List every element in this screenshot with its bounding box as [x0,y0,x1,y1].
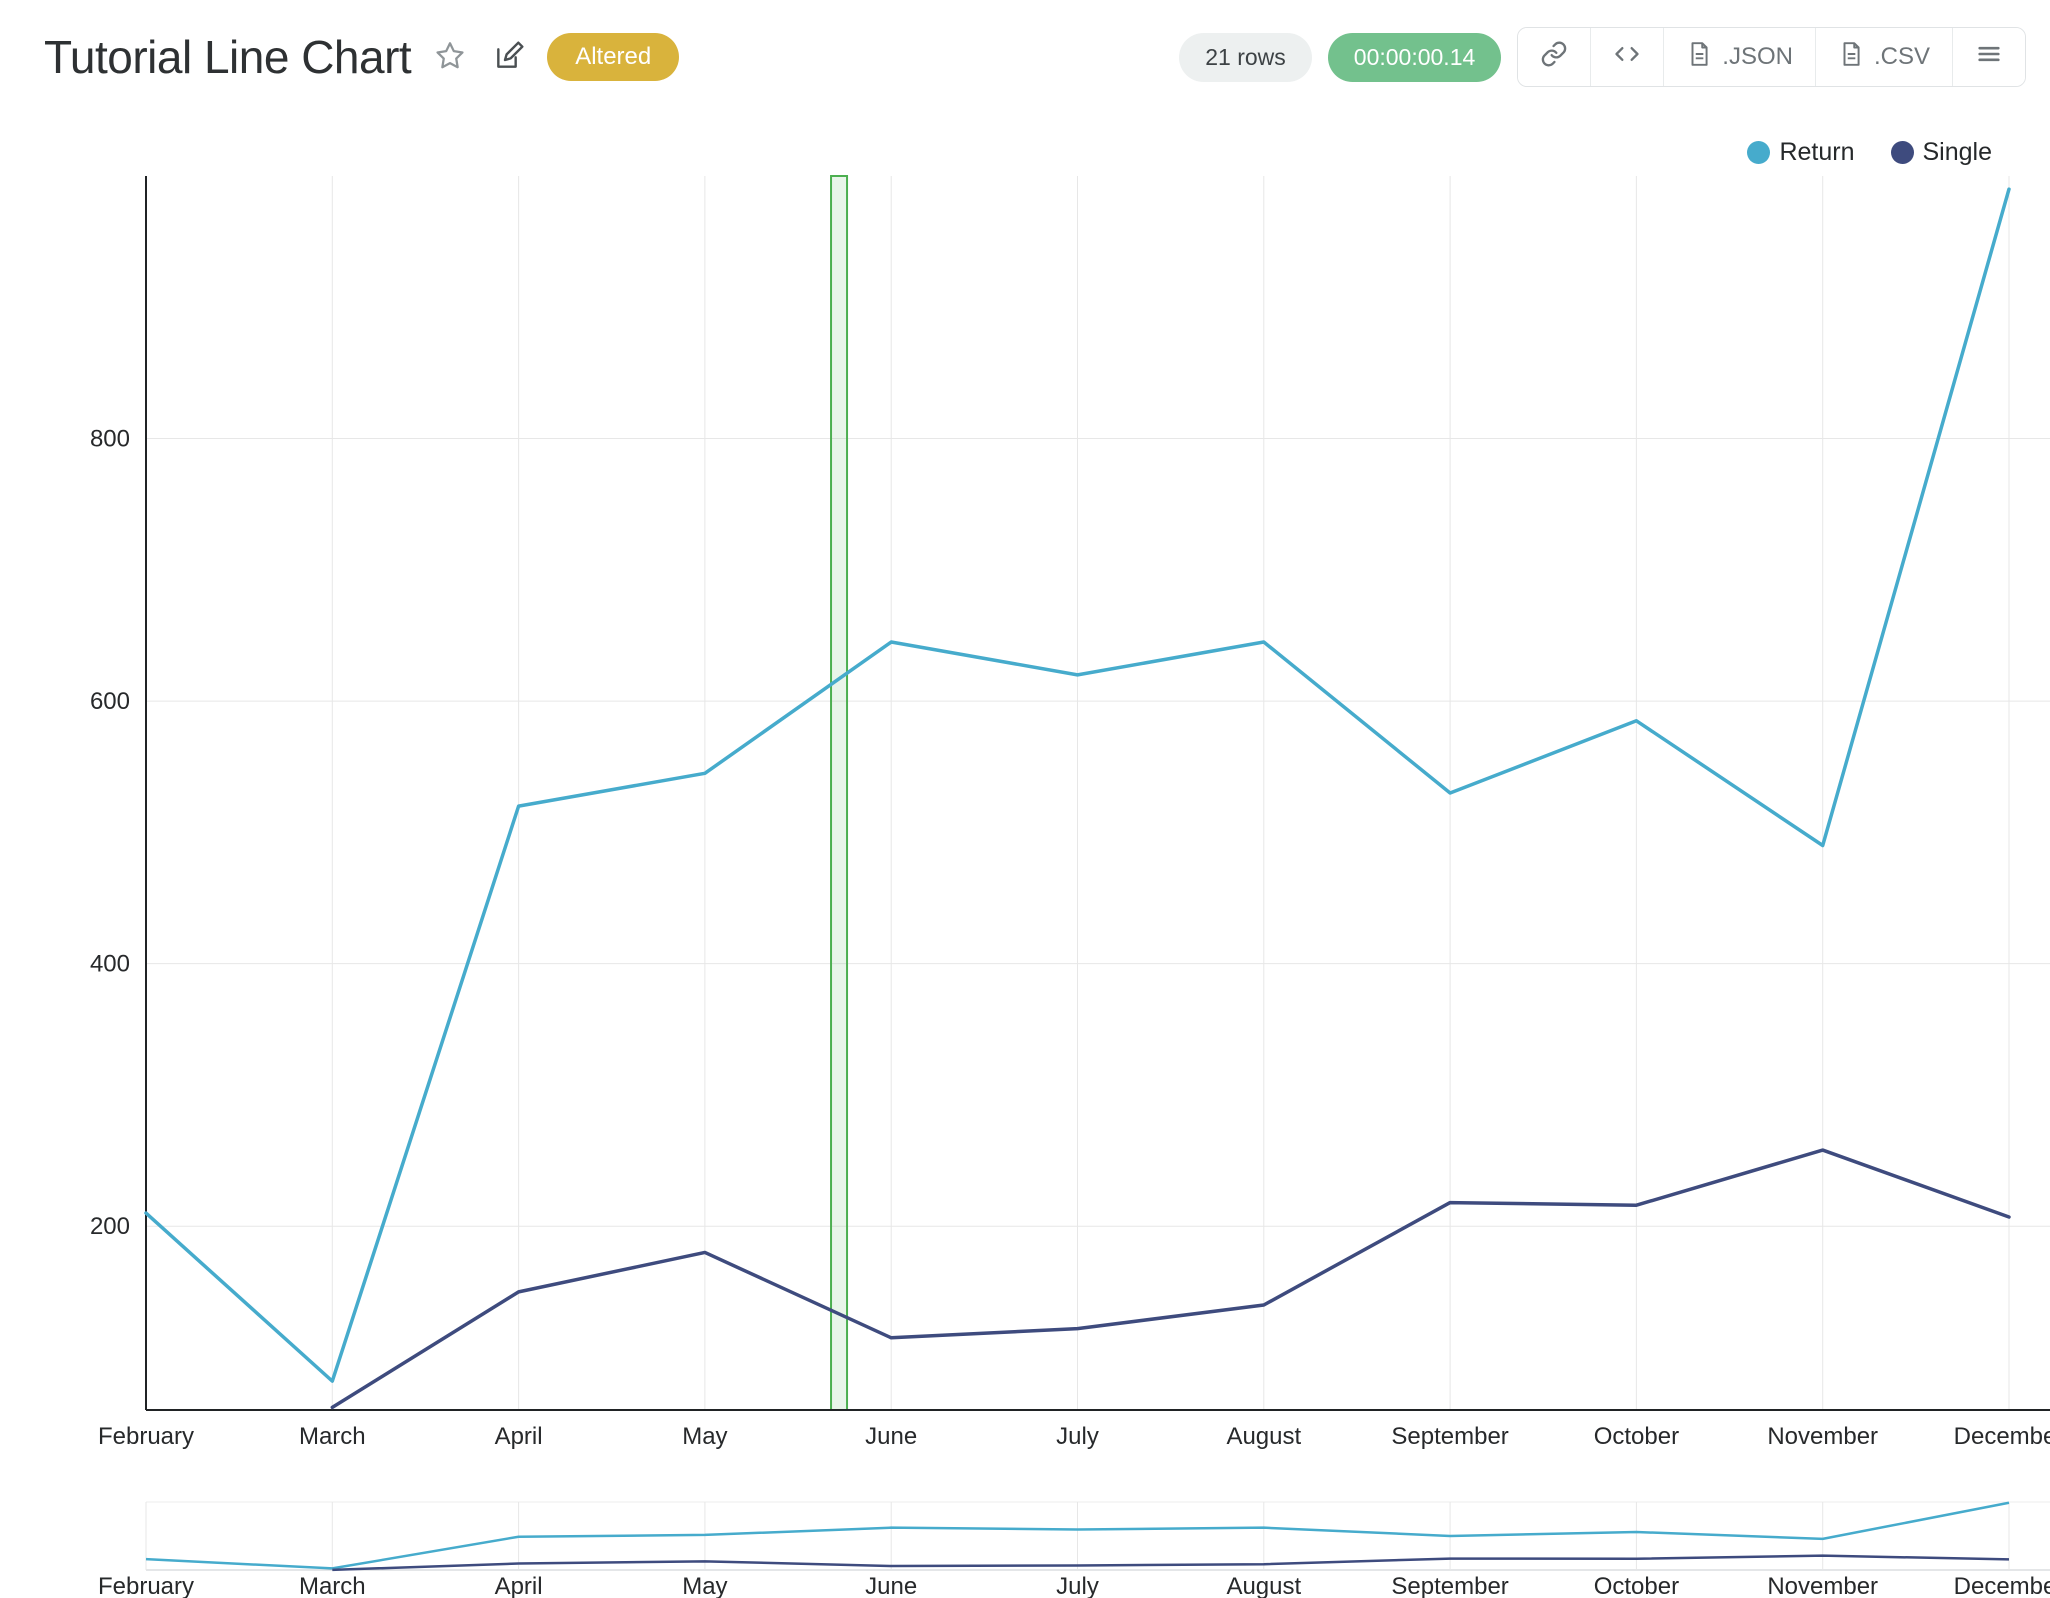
execution-time-badge: 00:00:00.14 [1327,32,1502,82]
svg-text:September: September [1391,1423,1508,1450]
page-title: Tutorial Line Chart [44,31,412,83]
svg-text:February: February [98,1573,194,1598]
svg-text:April: April [495,1573,543,1598]
line-chart-canvas[interactable]: 200 400 600 800 February March April May June Jul… [0,104,2050,1598]
svg-text:October: October [1594,1573,1679,1598]
download-csv-button[interactable]: .CSV [1814,28,1952,86]
svg-text:May: May [682,1423,727,1450]
single-series-dot-icon [1890,141,1914,164]
edit-pencil-icon [493,40,525,75]
chart-area[interactable]: 200 400 600 800 February March April May June Jul… [0,104,2050,1598]
embed-code-button[interactable] [1590,28,1664,86]
edit-title-button[interactable] [489,36,529,79]
svg-text:August: August [1226,1573,1301,1598]
svg-text:May: May [682,1573,727,1598]
legend-item-return[interactable]: Return [1747,138,1855,167]
svg-text:March: March [299,1423,366,1450]
return-series-dot-icon [1747,141,1771,164]
favorite-button[interactable] [429,35,471,80]
header-controls: 21 rows 00:00:00.14 [1179,27,2026,87]
header: Tutorial Line Chart Altered 21 rows 00:0… [0,0,2050,104]
code-icon [1613,40,1641,75]
svg-text:600: 600 [90,688,130,715]
svg-text:July: July [1056,1573,1099,1598]
link-icon [1540,40,1568,75]
csv-file-icon [1838,41,1864,74]
svg-text:400: 400 [90,951,130,978]
svg-text:June: June [865,1423,917,1450]
hamburger-menu-icon [1975,40,2003,75]
svg-text:December: December [1954,1423,2050,1450]
svg-text:200: 200 [90,1213,130,1240]
legend-single-label: Single [1922,138,1993,166]
svg-text:November: November [1767,1423,1878,1450]
svg-text:800: 800 [90,426,130,453]
json-file-icon [1686,41,1712,74]
legend-item-single[interactable]: Single [1890,138,1993,167]
row-count-badge: 21 rows [1179,32,1312,82]
download-csv-label: .CSV [1873,43,1930,70]
altered-status-badge: Altered [547,33,680,81]
star-icon [433,39,467,76]
download-json-label: .JSON [1722,43,1793,70]
svg-text:October: October [1594,1423,1679,1450]
svg-text:November: November [1767,1573,1878,1598]
share-link-button[interactable] [1518,28,1591,86]
svg-text:June: June [865,1573,917,1598]
legend-return-label: Return [1779,138,1855,166]
svg-text:April: April [495,1423,543,1450]
chart-legend: Return Single [1747,138,1992,167]
menu-button[interactable] [1952,28,2025,86]
svg-text:July: July [1056,1423,1099,1450]
svg-text:February: February [98,1423,194,1450]
svg-text:December: December [1954,1573,2050,1598]
svg-text:September: September [1391,1573,1508,1598]
svg-text:March: March [299,1573,366,1598]
download-json-button[interactable]: .JSON [1663,28,1815,86]
svg-text:August: August [1226,1423,1301,1450]
export-button-group: .JSON .CSV [1517,27,2026,87]
